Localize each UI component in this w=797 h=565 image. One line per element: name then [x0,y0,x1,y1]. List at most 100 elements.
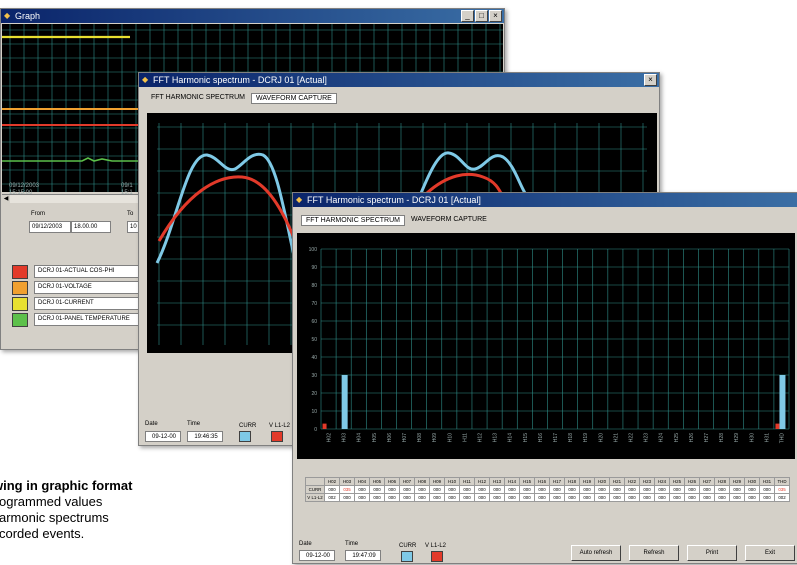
x-tick-label: H16 [538,433,544,442]
table-cell: 000 [609,485,625,494]
fft-window-title: FFT Harmonic spectrum - DCRJ 01 [Actual] [307,195,481,205]
table-cell: 000 [519,485,535,494]
table-column-header: H13 [489,477,505,486]
close-button[interactable]: × [644,74,657,86]
print-button[interactable]: Print [687,545,737,561]
table-cell: 000 [414,485,430,494]
x-tick-label: H08 [417,433,423,442]
waveform-window-titlebar[interactable]: ◆ FFT Harmonic spectrum - DCRJ 01 [Actua… [139,73,659,87]
caption-line: armonic spectrums [0,510,109,525]
fft-bar-chart: 0 10 20 30 40 50 60 70 80 90 100 H02 H03 H04 H05 H06 H07… [297,233,795,459]
from-date-field[interactable]: 09/12/2003 [29,221,71,233]
table-cell: 000 [729,493,745,502]
table-cell: 000 [369,485,385,494]
caption-line: corded events. [0,526,85,541]
minimize-button[interactable]: _ [461,10,474,22]
time-field: 19:46:35 [187,431,223,442]
table-cell: 000 [324,485,340,494]
table-cell: 000 [594,493,610,502]
fft-window-titlebar[interactable]: ◆ FFT Harmonic spectrum - DCRJ 01 [Actua… [293,193,797,207]
y-tick-label: 0 [314,427,317,433]
table-column-header: H20 [594,477,610,486]
refresh-button[interactable]: Refresh [629,545,679,561]
harmonics-table: H02 H03 H04 H05 H06 H07 H08 H09 H10 H11 H12 H13 H14 H… [305,477,790,502]
tab-waveform-capture[interactable]: WAVEFORM CAPTURE [250,93,337,104]
table-cell: 000 [759,485,775,494]
date-label: Date [145,421,158,427]
table-cell: 000 [504,493,520,502]
table-cell: 000 [369,493,385,502]
x-tick-label: H11 [462,433,468,442]
table-cell: 000 [744,493,760,502]
legend-item[interactable]: DCRJ 01-CURRENT [34,297,149,310]
bar-curr [779,375,786,429]
table-cell: 000 [744,485,760,494]
exit-button[interactable]: Exit [745,545,795,561]
table-column-header: H04 [354,477,370,486]
table-column-header: H22 [624,477,640,486]
legend-item[interactable]: DCRJ 01-ACTUAL COS-PHI [34,265,149,278]
table-cell: 000 [384,493,400,502]
table-cell: 000 [564,493,580,502]
table-cell: 035 [339,485,355,494]
tab-fft-harmonic-spectrum[interactable]: FFT HARMONIC SPECTRUM [151,94,245,101]
from-time-field[interactable]: 18.00.00 [71,221,111,233]
table-cell: 000 [564,485,580,494]
x-tick-label: H09 [432,433,438,442]
close-button[interactable]: × [489,10,502,22]
x-tick-label: H14 [508,433,514,442]
y-tick-label: 20 [311,391,317,397]
table-column-header: H08 [414,477,430,486]
volt-swatch [271,431,283,442]
legend-swatch-green [12,313,28,327]
x-tick-label: H25 [674,433,680,442]
curr-label: CURR [239,423,257,429]
table-column-header: H07 [399,477,415,486]
waveform-window-title: FFT Harmonic spectrum - DCRJ 01 [Actual] [153,75,327,85]
scroll-left-arrow-icon[interactable]: ◀ [2,195,10,203]
x-tick-label: H30 [749,433,755,442]
y-tick-label: 30 [311,373,317,379]
table-column-header: H26 [684,477,700,486]
y-tick-label: 60 [311,319,317,325]
table-corner [305,477,325,486]
table-cell: 000 [354,485,370,494]
x-tick-label: H02 [327,433,333,442]
tab-fft-harmonic-spectrum[interactable]: FFT HARMONIC SPECTRUM [301,215,405,226]
legend-swatch-yellow [12,297,28,311]
table-cell: 000 [459,493,475,502]
table-column-header: H24 [654,477,670,486]
tab-waveform-capture[interactable]: WAVEFORM CAPTURE [410,216,487,223]
maximize-button[interactable]: □ [475,10,488,22]
table-column-header: H23 [639,477,655,486]
table-cell: 002 [774,493,790,502]
waveform-current-curve [155,152,309,314]
table-cell: 000 [699,485,715,494]
x-tick-label: H10 [447,433,453,442]
curr-swatch [239,431,251,442]
table-cell: 000 [399,485,415,494]
auto-refresh-button[interactable]: Auto refresh [571,545,621,561]
table-column-header: H10 [444,477,460,486]
table-cell: 000 [489,493,505,502]
legend-item[interactable]: DCRJ 01-VOLTAGE [34,281,149,294]
table-cell: 000 [549,485,565,494]
x-tick-label: H17 [553,433,559,442]
legend-area: DCRJ 01-ACTUAL COS-PHI DCRJ 01-VOLTAGE D… [2,247,503,347]
bar-curr [341,375,348,429]
table-column-header: H25 [669,477,685,486]
table-cell: 000 [714,493,730,502]
table-cell: 000 [729,485,745,494]
table-cell: 000 [714,485,730,494]
table-cell: 000 [669,493,685,502]
table-column-header: H16 [534,477,550,486]
graph-window-titlebar[interactable]: ◆ Graph _ □ × [1,9,504,23]
volt-label: V L1-L2 [269,423,291,429]
app-icon: ◆ [296,195,303,204]
x-tick-label: H18 [568,433,574,442]
x-tick-label: H27 [704,433,710,442]
table-column-header: THD [774,477,790,486]
legend-item[interactable]: DCRJ 01-PANEL TEMPERATURE [34,313,149,326]
curr-label: CURR [399,543,417,549]
table-cell: 000 [624,485,640,494]
